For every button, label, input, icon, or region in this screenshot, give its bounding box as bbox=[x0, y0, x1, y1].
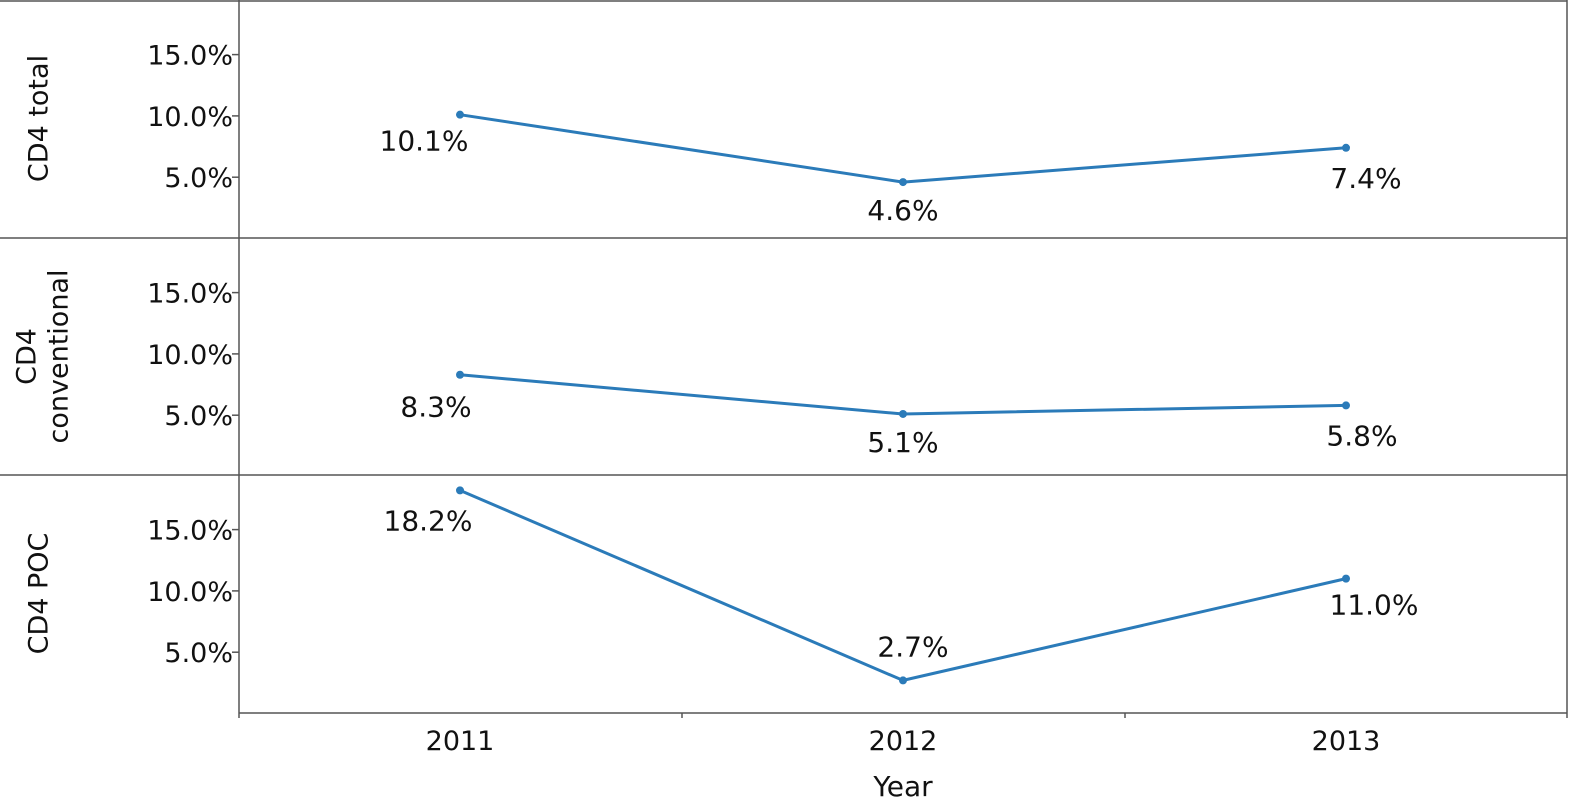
y-tick-label: 5.0% bbox=[164, 638, 233, 669]
data-point bbox=[456, 486, 464, 495]
panel-2: CD4conventional 5.0% 10.0% 15.0% 8.3% 5.1% 5.8… bbox=[11, 270, 1397, 459]
data-point bbox=[456, 110, 464, 119]
row-label-line: CD4 POC bbox=[23, 533, 54, 655]
series-line bbox=[459, 373, 1347, 416]
x-axis-title: Year bbox=[872, 770, 933, 800]
row-label: CD4conventional bbox=[11, 270, 74, 444]
chart-panels: CD4 total 5.0% 10.0% 15.0% 10.1% 4.6% 7.4% CD4c… bbox=[11, 41, 1418, 685]
data-point bbox=[1342, 401, 1350, 410]
data-point bbox=[1342, 574, 1350, 583]
y-tick-label: 5.0% bbox=[164, 163, 233, 194]
data-label: 7.4% bbox=[1330, 162, 1401, 195]
data-label: 2.7% bbox=[877, 630, 948, 663]
row-label: CD4 total bbox=[23, 55, 54, 182]
data-point bbox=[1342, 143, 1350, 152]
data-point bbox=[899, 676, 907, 685]
data-label: 4.6% bbox=[867, 194, 938, 227]
data-label: 11.0% bbox=[1330, 589, 1419, 622]
row-label-line: conventional bbox=[44, 270, 75, 444]
panel-1: CD4 total 5.0% 10.0% 15.0% 10.1% 4.6% 7.4% bbox=[23, 41, 1401, 228]
data-label: 5.8% bbox=[1326, 419, 1397, 452]
panel-3: CD4 POC 5.0% 10.0% 15.0% 18.2% 2.7% 11.0% bbox=[23, 486, 1419, 685]
data-point bbox=[899, 409, 907, 418]
data-label: 5.1% bbox=[867, 426, 938, 459]
data-label: 8.3% bbox=[400, 391, 471, 424]
data-point bbox=[456, 370, 464, 379]
y-tick-label: 10.0% bbox=[147, 102, 233, 133]
row-label-line: CD4 bbox=[11, 328, 42, 385]
y-tick-label: 10.0% bbox=[147, 340, 233, 371]
x-tick-label: 2013 bbox=[1312, 726, 1381, 757]
x-tick-label: 2011 bbox=[426, 726, 495, 757]
y-tick-label: 15.0% bbox=[147, 279, 233, 310]
x-axis: Year 2011 2012 2013 bbox=[238, 713, 1568, 800]
y-tick-label: 15.0% bbox=[147, 516, 233, 547]
y-tick-label: 5.0% bbox=[164, 401, 233, 432]
x-tick-label: 2012 bbox=[869, 726, 938, 757]
row-label-line: CD4 total bbox=[23, 55, 54, 182]
series-line bbox=[459, 113, 1347, 184]
y-tick-label: 15.0% bbox=[147, 41, 233, 72]
data-label: 18.2% bbox=[384, 504, 473, 537]
chart-frame bbox=[0, 0, 1568, 714]
data-point bbox=[899, 178, 907, 187]
y-tick-label: 10.0% bbox=[147, 577, 233, 608]
data-label: 10.1% bbox=[380, 125, 469, 158]
row-label: CD4 POC bbox=[23, 533, 54, 655]
